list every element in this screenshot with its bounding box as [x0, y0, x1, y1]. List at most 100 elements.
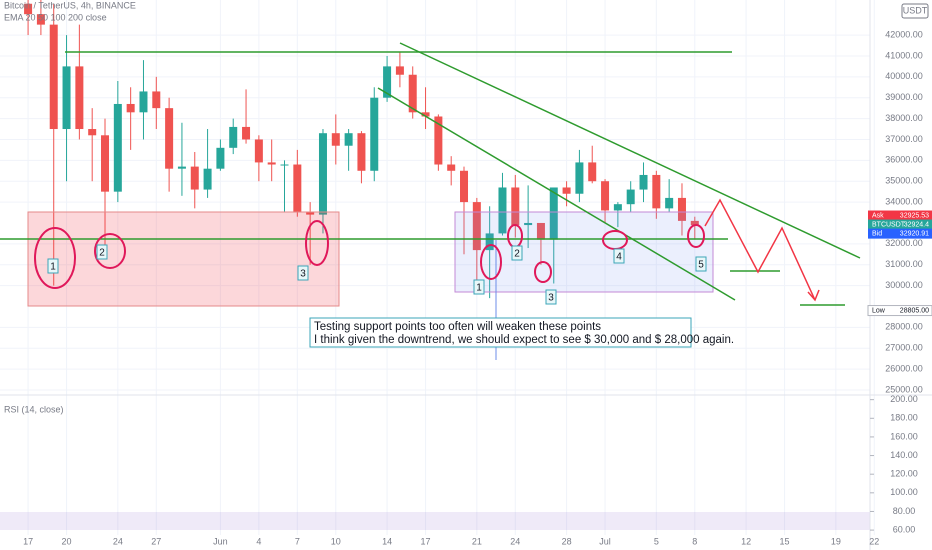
candle-body	[75, 66, 84, 130]
y-tick-label: 27000.00	[885, 343, 923, 353]
y-tick-label: 35000.00	[885, 176, 923, 186]
y-tick-label: 42000.00	[885, 29, 923, 39]
candle-body	[101, 135, 110, 192]
x-tick-label: 19	[831, 536, 841, 546]
candle-body	[549, 187, 558, 240]
point-label-box	[511, 245, 523, 261]
candle-body	[165, 108, 174, 169]
candle-body	[88, 129, 97, 136]
y-tick-label: 39000.00	[885, 92, 923, 102]
x-tick-label: 21	[472, 536, 482, 546]
candle-body	[677, 197, 686, 221]
circle	[94, 233, 126, 269]
candle-body	[126, 103, 135, 113]
y-tick-label: 38000.00	[885, 113, 923, 123]
point-label: 3	[548, 293, 554, 304]
rsi-legend: RSI (14, close)	[4, 404, 64, 414]
indicator-legend: EMA 20 50 100 200 close	[4, 12, 107, 22]
candle-body	[216, 147, 225, 169]
chart-title: Bitcoin / TetherUS, 4h, BINANCE	[4, 0, 136, 10]
candle-body	[318, 133, 327, 215]
candle-body	[254, 139, 263, 163]
point-label-box	[545, 289, 557, 305]
candle-body	[511, 187, 520, 226]
x-tick-label: 10	[331, 536, 341, 546]
y-tick-label: 34000.00	[885, 196, 923, 206]
candle-body	[306, 212, 315, 215]
candle-body	[139, 91, 148, 113]
candle-body	[613, 204, 622, 211]
candle-body	[690, 220, 699, 226]
point-label: 4	[616, 252, 622, 263]
candle-body	[536, 222, 545, 240]
candle-body	[152, 91, 161, 109]
point-label: 3	[300, 269, 306, 280]
candle-body	[113, 103, 122, 192]
support-zone	[27, 211, 340, 307]
candle-body	[562, 187, 571, 194]
point-label-box	[297, 265, 309, 281]
arrow-head	[807, 289, 820, 302]
x-tick-label: 12	[741, 536, 751, 546]
trend-line	[377, 87, 736, 301]
circle	[687, 224, 705, 248]
candle-body	[652, 174, 661, 209]
candle-body	[421, 112, 430, 117]
x-tick-label: 8	[692, 536, 697, 546]
currency-box	[901, 3, 929, 19]
candle-body	[447, 164, 456, 171]
candle-body	[665, 197, 674, 209]
circle	[305, 220, 329, 266]
price-tag-value: 28805.00	[900, 307, 929, 314]
annotation-box	[309, 317, 692, 348]
price-tag	[867, 305, 932, 317]
x-tick-label: 4	[256, 536, 261, 546]
candle-body	[357, 133, 366, 171]
range-zone	[454, 211, 714, 293]
candle-body	[267, 162, 276, 165]
point-label: 1	[50, 262, 56, 273]
trend-line	[399, 42, 861, 259]
candle-body	[49, 24, 58, 130]
x-tick-label: 7	[295, 536, 300, 546]
rsi-tick-label: 200.00	[890, 394, 918, 404]
point-label-box	[473, 279, 485, 295]
rsi-tick-label: 160.00	[890, 431, 918, 441]
x-tick-label: 5	[654, 536, 659, 546]
y-tick-label: 36000.00	[885, 155, 923, 165]
point-label: 2	[99, 248, 105, 259]
candle-body	[626, 189, 635, 205]
price-tag	[868, 228, 932, 239]
y-tick-label: 31000.00	[885, 259, 923, 269]
price-tag-value: 32924.4	[904, 221, 929, 228]
candle-body	[434, 116, 443, 165]
candle-body	[485, 233, 494, 251]
candle-body	[601, 181, 610, 211]
circle	[480, 244, 502, 280]
candle-body	[190, 166, 199, 190]
price-tag-value: 32920.91	[900, 230, 929, 237]
x-tick-label: 28	[562, 536, 572, 546]
point-label: 2	[514, 249, 520, 260]
candle-body	[370, 97, 379, 171]
rsi-tick-label: 80.00	[893, 506, 916, 516]
candle-body	[575, 162, 584, 194]
point-label-box	[47, 258, 59, 274]
x-tick-label: Jun	[213, 536, 228, 546]
price-tag-name: Low	[872, 307, 886, 314]
candle-body	[331, 133, 340, 146]
y-tick-label: 32000.00	[885, 238, 923, 248]
y-tick-label: 40000.00	[885, 71, 923, 81]
annotation-line: I think given the downtrend, we should e…	[314, 334, 734, 346]
x-tick-label: 24	[510, 536, 520, 546]
drawings: Testing support points too often will we…	[0, 42, 861, 360]
annotation-line: Testing support points too often will we…	[314, 321, 601, 333]
candle-body	[472, 202, 481, 251]
candle-body	[498, 187, 507, 234]
x-tick-label: 27	[151, 536, 161, 546]
candles	[24, 0, 699, 299]
point-label: 1	[476, 283, 482, 294]
point-label-box	[695, 256, 707, 272]
candle-body	[62, 66, 71, 130]
